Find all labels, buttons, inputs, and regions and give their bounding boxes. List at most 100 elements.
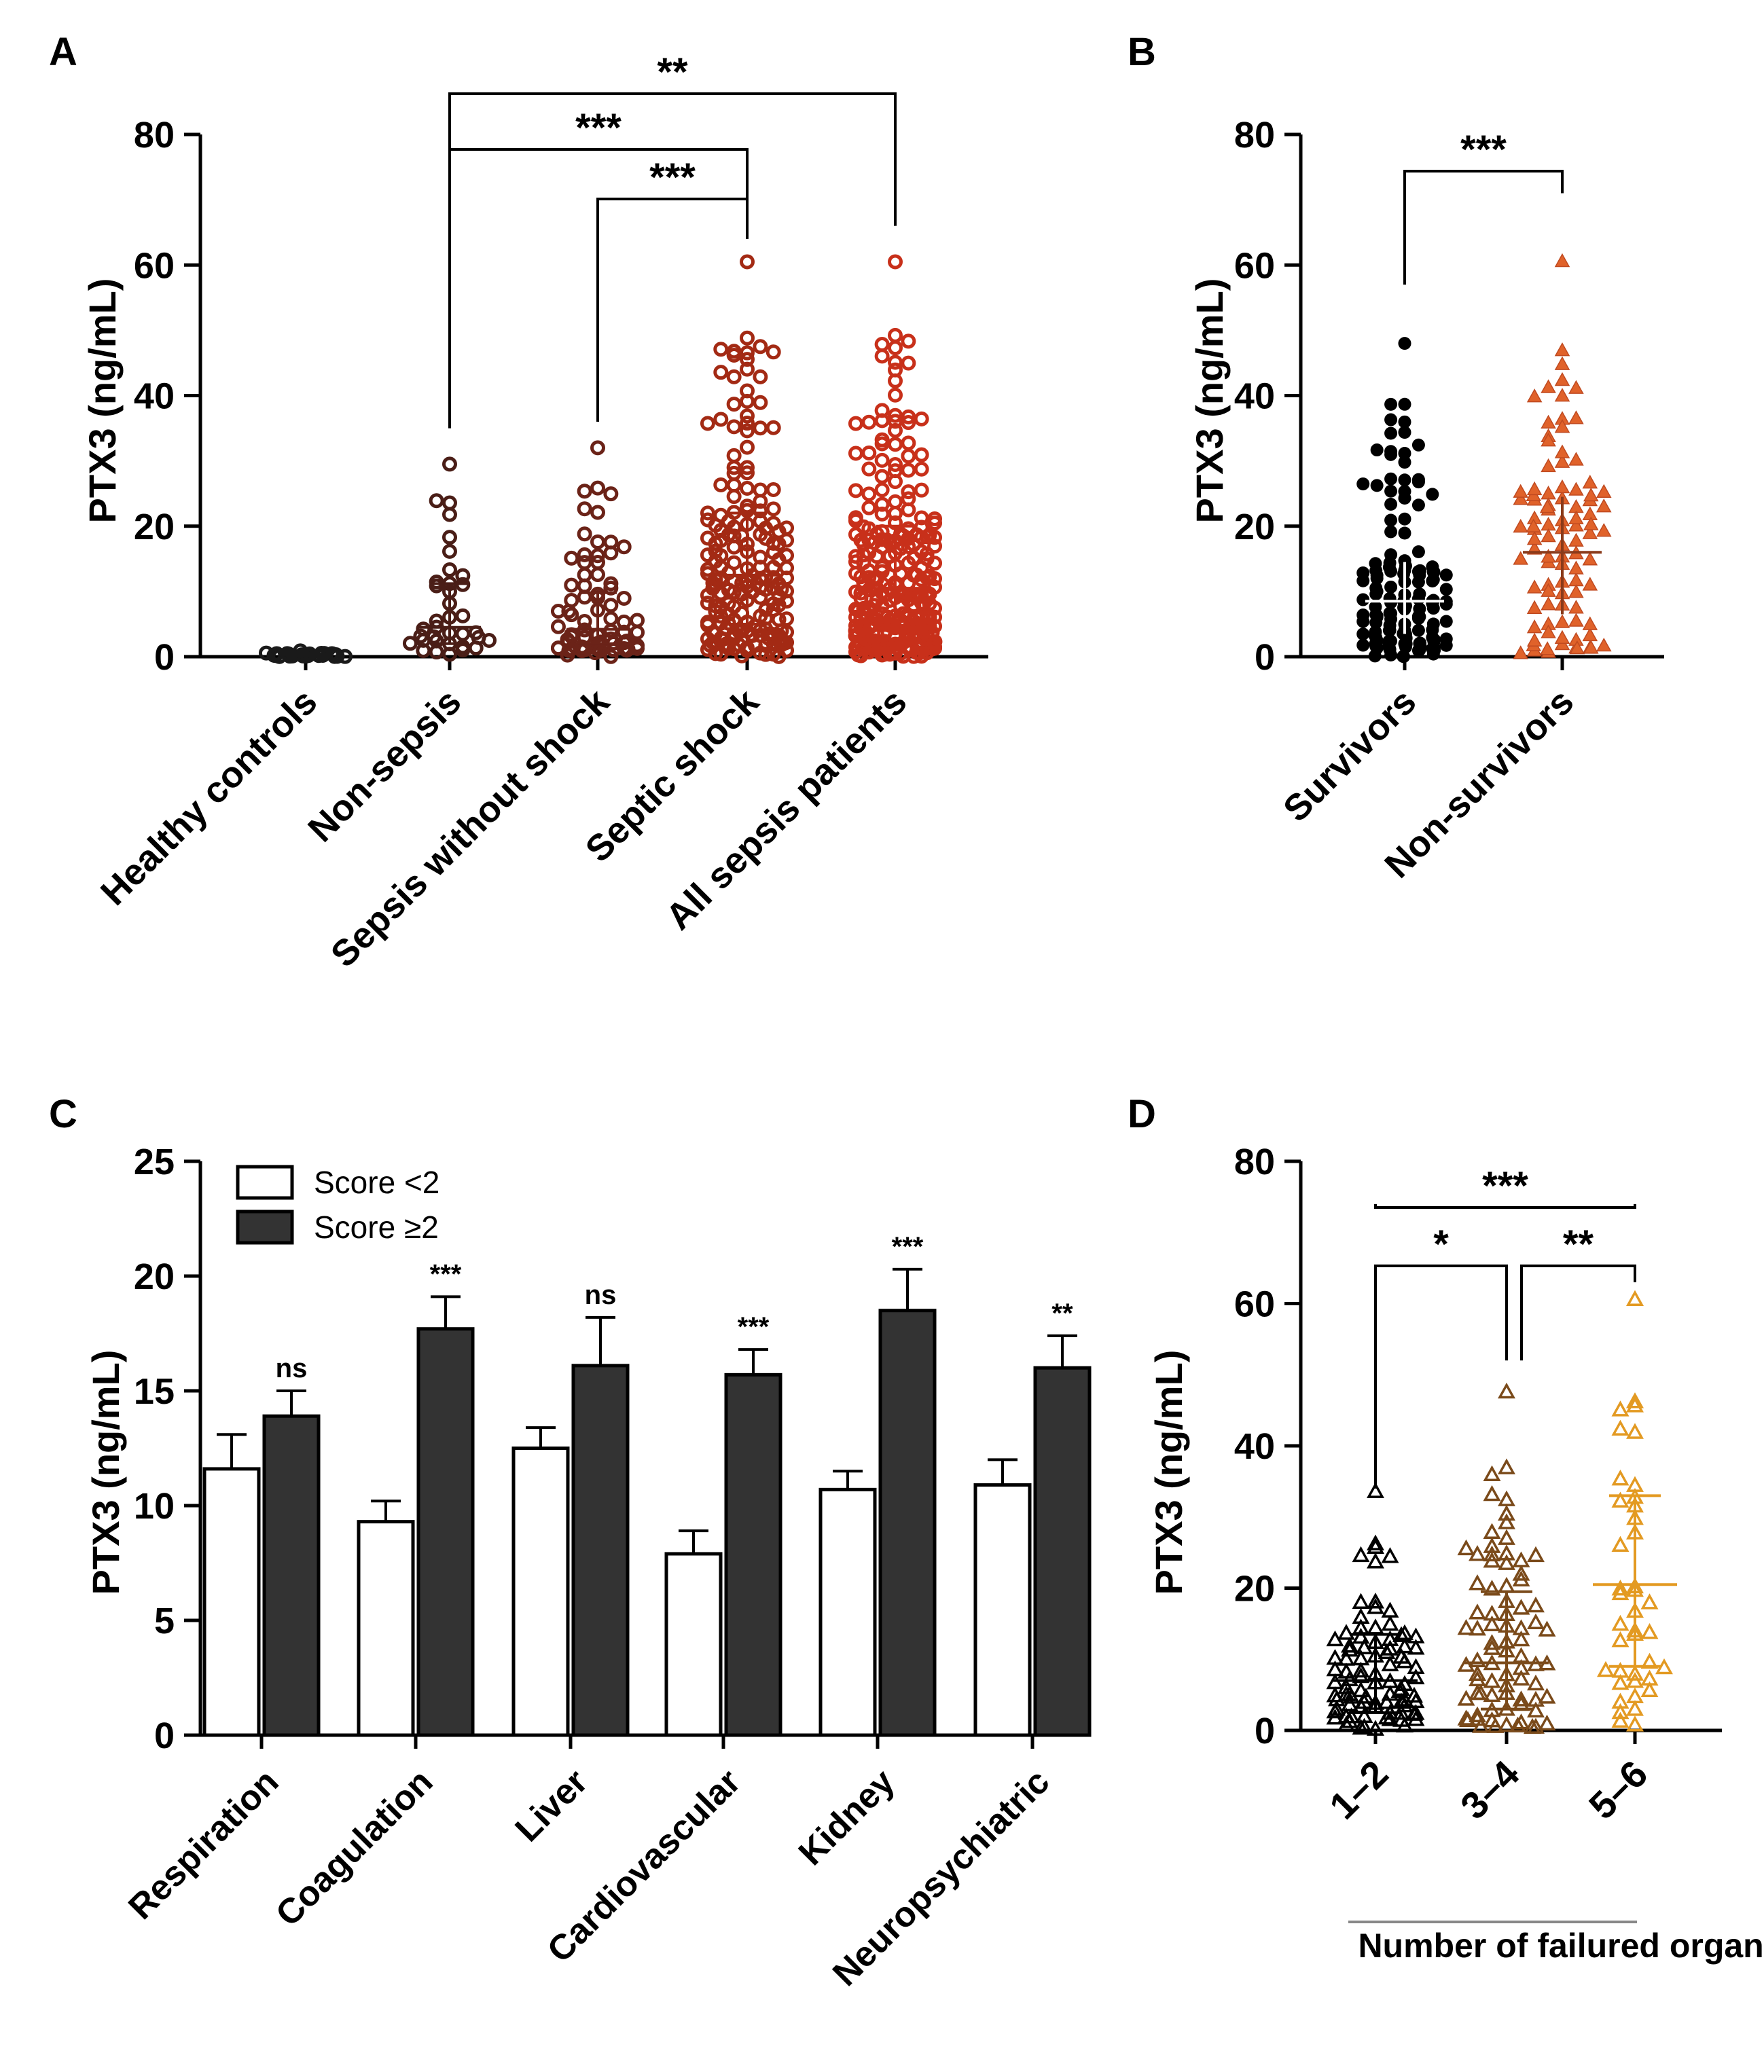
panel-c-significance-neuropsychiatric: ** — [1051, 1298, 1073, 1328]
panel-b-point-survivors — [1384, 448, 1398, 461]
panel-a-point-sepsis-without-shock — [590, 567, 605, 583]
panel-d-point-1-2 — [1381, 1630, 1399, 1646]
panel-c-category-label-respiration: Respiration — [121, 1762, 286, 1927]
panel-d-comparison-1-label: *** — [1482, 1164, 1528, 1208]
panel-a-point-septic-shock — [758, 520, 774, 536]
panel-b-point-non-survivors — [1596, 484, 1612, 498]
panel-b-point-survivors — [1398, 426, 1411, 439]
panel-d-point-1-2 — [1337, 1624, 1355, 1640]
panel-a-point-septic-shock — [713, 412, 729, 427]
panel-a-comparison-2-label: *** — [575, 106, 622, 150]
panel-c-bar-score-2-respiration — [262, 1414, 321, 1737]
panel-a-point-all-sepsis-patients — [888, 340, 903, 356]
panel-b-point-non-survivors — [1596, 498, 1612, 513]
panel-b-y-tick-label-20: 20 — [1234, 507, 1275, 547]
panel-b-point-survivors — [1411, 473, 1425, 486]
panel-a-point-all-sepsis-patients — [901, 409, 916, 424]
panel-b-point-non-survivors — [1554, 479, 1570, 494]
panel-b-point-non-survivors — [1541, 549, 1556, 563]
panel-c-y-tick-label-10: 10 — [134, 1486, 175, 1527]
panel-d-point-3-4 — [1512, 1599, 1530, 1615]
panel-b-point-survivors — [1398, 337, 1411, 350]
panel-d-point-1-2 — [1407, 1668, 1425, 1685]
panel-d-point-1-2 — [1326, 1709, 1344, 1725]
panel-a-point-all-sepsis-patients — [914, 461, 929, 477]
panel-d-point-1-2 — [1396, 1637, 1414, 1654]
panel-d-point-1-2 — [1367, 1482, 1384, 1498]
panel-c-bar-score-2-kidney — [878, 1309, 937, 1737]
panel-a-point-all-sepsis-patients — [909, 590, 924, 606]
panel-a-point-septic-shock — [705, 575, 721, 591]
panel-a-point-all-sepsis-patients — [895, 606, 911, 621]
panel-c-bar-score-2-neuropsychiatric — [1033, 1366, 1092, 1737]
panel-d-point-1-2 — [1381, 1639, 1399, 1656]
panel-a-point-septic-shock — [740, 330, 755, 346]
panel-d-point-1-2 — [1341, 1637, 1358, 1653]
panel-a-point-non-sepsis — [429, 574, 444, 589]
panel-a-point-all-sepsis-patients — [874, 469, 890, 484]
panel-a-point-all-sepsis-patients — [874, 506, 890, 522]
panel-a-point-all-sepsis-patients — [888, 422, 903, 438]
panel-d-point-3-4 — [1483, 1686, 1501, 1703]
panel-b-point-survivors — [1413, 587, 1426, 601]
panel-d-point-1-2 — [1367, 1538, 1384, 1554]
panel-d-point-3-4 — [1486, 1717, 1505, 1733]
panel-a-point-non-sepsis — [429, 493, 444, 509]
panel-d-y-axis-label: PTX3 (ng/mL) — [1147, 1350, 1190, 1595]
panel-d-point-1-2 — [1328, 1690, 1346, 1707]
panel-letter-a: A — [49, 30, 77, 74]
panel-b-point-non-survivors — [1568, 481, 1584, 496]
panel-a-point-septic-shock — [740, 254, 755, 270]
panel-b-point-non-survivors — [1554, 614, 1570, 628]
panel-a-point-all-sepsis-patients — [895, 528, 911, 544]
panel-d-point-1-2 — [1367, 1720, 1384, 1736]
panel-a-point-septic-shock — [700, 505, 715, 521]
panel-b-point-survivors — [1370, 479, 1384, 492]
panel-b-point-non-survivors — [1554, 454, 1570, 468]
panel-a-point-all-sepsis-patients — [853, 610, 869, 625]
panel-d-point-1-2 — [1352, 1546, 1370, 1563]
panel-b-point-survivors — [1439, 632, 1453, 646]
panel-b-comparison-1-label: *** — [1460, 128, 1507, 172]
panel-a-point-all-sepsis-patients — [866, 534, 882, 550]
panel-b-point-survivors — [1384, 498, 1398, 511]
panel-d-point-1-2 — [1405, 1705, 1423, 1721]
panel-b-point-non-survivors — [1582, 506, 1598, 521]
panel-b-point-survivors — [1368, 629, 1382, 642]
panel-d-point-1-2 — [1381, 1601, 1399, 1618]
panel-d-point-3-4 — [1483, 1615, 1501, 1632]
panel-d-point-1-2 — [1367, 1593, 1384, 1609]
panel-d-point-3-4 — [1457, 1619, 1475, 1635]
panel-a-point-septic-shock — [700, 416, 715, 431]
panel-b-point-non-survivors — [1568, 410, 1584, 424]
panel-b-point-non-survivors — [1568, 584, 1584, 598]
panel-b-point-non-survivors — [1568, 600, 1584, 614]
panel-c-bar-score-2-kidney — [818, 1487, 877, 1737]
panel-b-point-non-survivors — [1568, 572, 1584, 587]
panel-d-point-1-2 — [1341, 1695, 1358, 1711]
panel-a-point-non-sepsis — [442, 647, 457, 662]
panel-a-point-all-sepsis-patients — [866, 611, 882, 627]
panel-a-point-septic-shock — [721, 513, 736, 529]
panel-d-point-3-4 — [1472, 1684, 1490, 1701]
panel-d-point-5-6 — [1626, 1672, 1644, 1688]
panel-b-point-survivors — [1383, 606, 1397, 620]
panel-a-point-all-sepsis-patients — [877, 625, 893, 640]
panel-d-point-3-4 — [1538, 1620, 1556, 1637]
panel-a-category-label-non-sepsis: Non-sepsis — [300, 681, 469, 850]
panel-a-point-sepsis-without-shock — [577, 555, 592, 570]
panel-b-point-non-survivors — [1541, 486, 1556, 500]
panel-b-point-survivors — [1369, 600, 1382, 614]
legend-label-score-ge2: Score ≥2 — [314, 1210, 439, 1245]
panel-b-point-non-survivors — [1582, 551, 1598, 566]
panel-a-point-non-sepsis — [471, 630, 486, 645]
panel-b-point-survivors — [1383, 592, 1397, 605]
panel-d-point-3-4 — [1498, 1554, 1515, 1570]
panel-d-point-3-4 — [1498, 1544, 1515, 1561]
panel-b-point-non-survivors — [1526, 518, 1541, 532]
panel-b-point-non-survivors — [1526, 579, 1543, 594]
panel-b-point-non-survivors — [1539, 499, 1555, 513]
panel-a-point-septic-shock — [771, 524, 787, 539]
panel-a-point-non-sepsis — [429, 644, 444, 660]
